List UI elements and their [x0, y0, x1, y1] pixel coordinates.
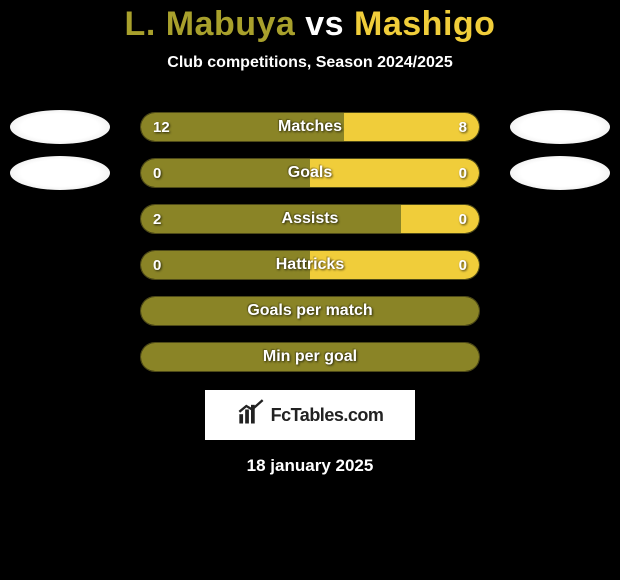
bar-right-segment [310, 159, 479, 187]
bar-right-segment [344, 113, 479, 141]
stat-row: 128Matches [0, 104, 620, 150]
bar-left-segment [141, 297, 479, 325]
bar-left-segment [141, 343, 479, 371]
stat-bar: 128Matches [140, 112, 480, 142]
subtitle: Club competitions, Season 2024/2025 [0, 54, 620, 72]
player2-portrait [510, 110, 610, 144]
stat-bar: 00Goals [140, 158, 480, 188]
player2-portrait [510, 156, 610, 190]
comparison-card: L. Mabuya vs Mashigo Club competitions, … [0, 0, 620, 580]
stat-rows: 128Matches 00Goals 20Assists 00Hattricks Goa… [0, 104, 620, 380]
stat-row: 20Assists [0, 196, 620, 242]
player1-portrait [10, 110, 110, 144]
bar-right-segment [310, 251, 479, 279]
bar-left-segment [141, 205, 401, 233]
page-title: L. Mabuya vs Mashigo [0, 5, 620, 44]
stat-row: Min per goal [0, 334, 620, 380]
stat-bar: Min per goal [140, 342, 480, 372]
title-player2: Mashigo [354, 5, 495, 43]
stat-bar: Goals per match [140, 296, 480, 326]
bar-left-segment [141, 159, 310, 187]
title-player1: L. Mabuya [125, 5, 296, 43]
stat-bar: 00Hattricks [140, 250, 480, 280]
stat-row: 00Hattricks [0, 242, 620, 288]
stat-row: Goals per match [0, 288, 620, 334]
title-vs: vs [305, 5, 344, 43]
bar-left-segment [141, 251, 310, 279]
stat-bar: 20Assists [140, 204, 480, 234]
chart-icon [237, 399, 265, 432]
bar-right-segment [401, 205, 479, 233]
stat-row: 00Goals [0, 150, 620, 196]
player1-portrait [10, 156, 110, 190]
logo-text: FcTables.com [271, 405, 384, 426]
logo-box[interactable]: FcTables.com [205, 390, 415, 440]
bar-left-segment [141, 113, 344, 141]
date-text: 18 january 2025 [0, 456, 620, 476]
